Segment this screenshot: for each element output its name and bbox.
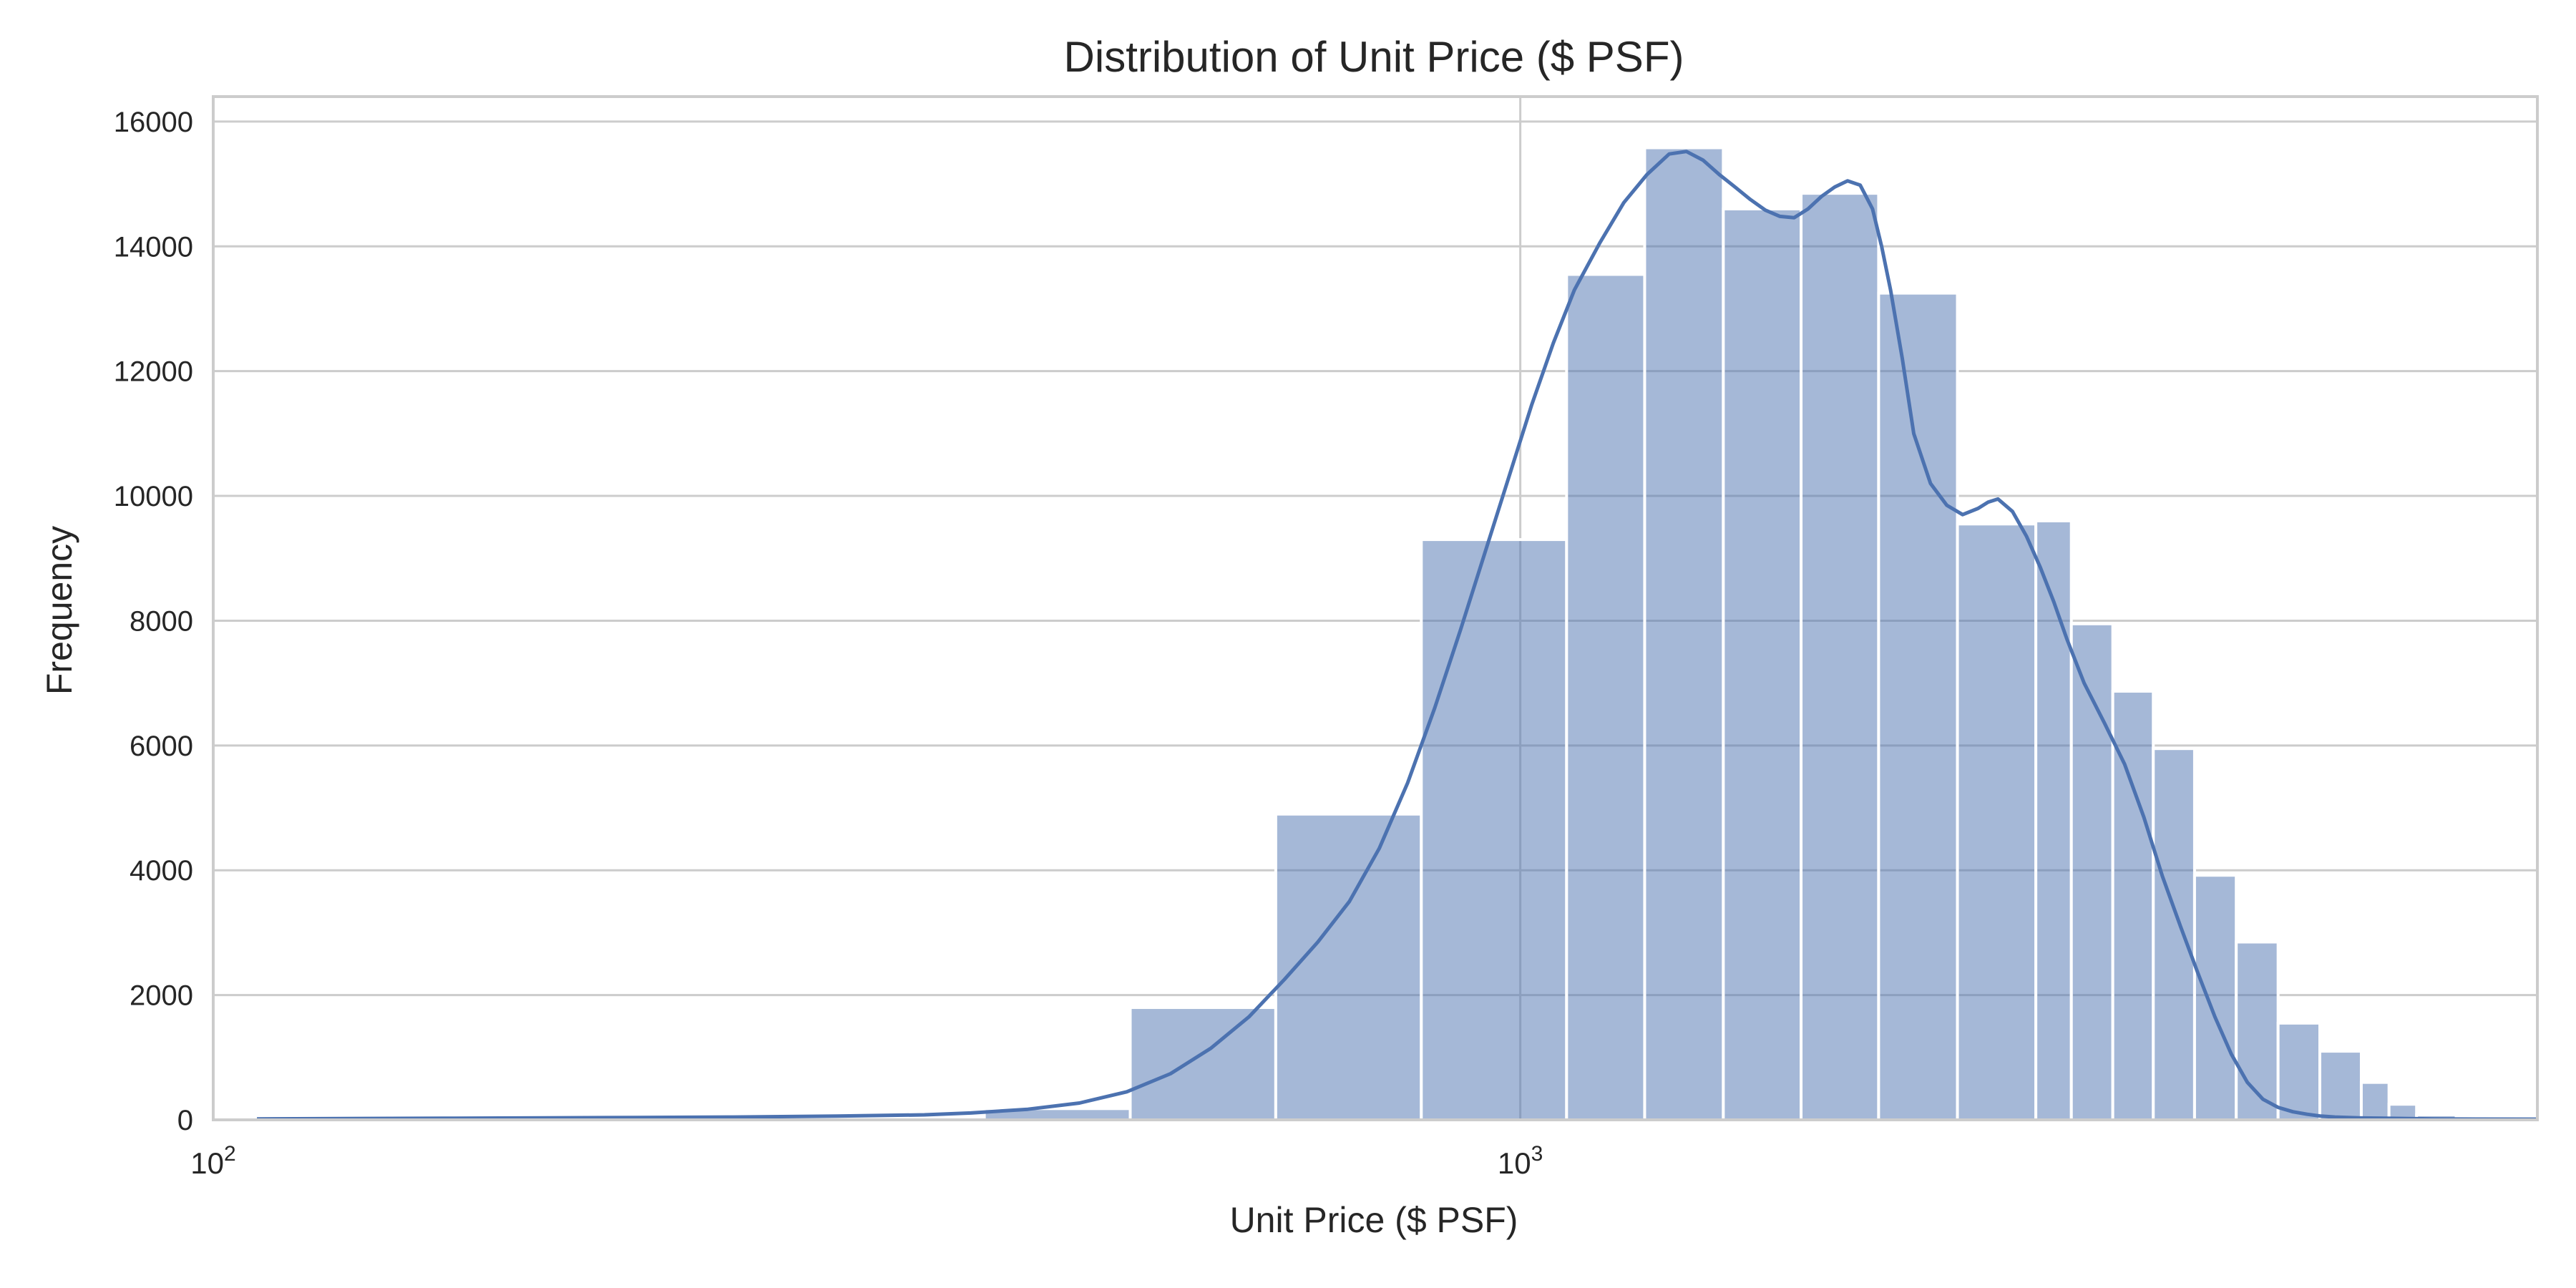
- histogram-bar: [2318, 1050, 2363, 1121]
- histogram-bar: [1274, 812, 1423, 1121]
- plot-border: [212, 95, 2539, 1121]
- y-axis-label: Frequency: [39, 526, 79, 695]
- chart-title: Distribution of Unit Price ($ PSF): [1064, 33, 1684, 81]
- y-tick-label: 10000: [114, 481, 193, 512]
- histogram-bar: [1565, 273, 1646, 1121]
- histogram-bar: [2276, 1021, 2322, 1121]
- y-tick-label: 14000: [114, 231, 193, 263]
- histogram-bar: [2235, 940, 2280, 1121]
- y-tick-label: 2000: [130, 980, 193, 1012]
- x-axis-label: Unit Price ($ PSF): [1230, 1200, 1518, 1240]
- histogram-bar: [2069, 622, 2114, 1121]
- histogram-bar: [1643, 146, 1725, 1121]
- histogram-bar: [1956, 522, 2038, 1121]
- histogram-bar: [1877, 291, 1959, 1121]
- x-tick-label: 102: [190, 1142, 235, 1180]
- x-tick-label: 103: [1498, 1142, 1543, 1180]
- histogram-bar: [2192, 874, 2238, 1121]
- y-tick-label: 6000: [130, 731, 193, 762]
- y-tick-label: 0: [177, 1105, 193, 1136]
- kde-line: [257, 150, 2538, 1121]
- histogram-bar: [2359, 1080, 2391, 1122]
- y-tick-label: 16000: [114, 107, 193, 138]
- y-tick-label: 8000: [130, 605, 193, 637]
- kde-curve: [257, 150, 2538, 1121]
- x-tick-labels: 102 103: [190, 1142, 1543, 1180]
- histogram-bar: [1722, 207, 1803, 1122]
- histogram-bar: [1800, 192, 1880, 1121]
- histogram-bar: [2152, 747, 2196, 1121]
- y-tick-labels: 0 2000 4000 6000 8000 10000 12000 14000 16000: [114, 107, 193, 1136]
- axes-frame: [212, 95, 2539, 1121]
- y-tick-label: 12000: [114, 356, 193, 388]
- y-tick-label: 4000: [130, 855, 193, 887]
- histogram-bar: [1420, 538, 1568, 1121]
- histogram-bar: [2034, 519, 2073, 1121]
- histogram-bar: [1128, 1006, 1277, 1122]
